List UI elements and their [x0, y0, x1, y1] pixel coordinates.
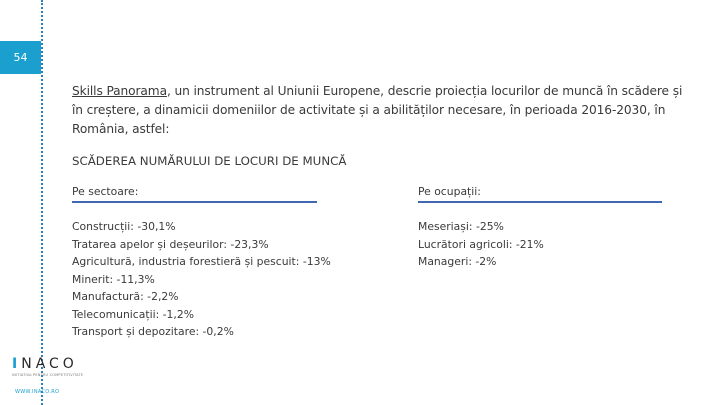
list-item: Meseriași: -25%	[418, 220, 504, 233]
dotted-vertical-divider	[41, 0, 43, 405]
sectors-column-title: Pe sectoare:	[72, 185, 139, 198]
list-item: Minerit: -11,3%	[72, 272, 155, 286]
occupations-underline	[418, 201, 662, 203]
website-link[interactable]: WWW.INACO.RO	[15, 389, 60, 395]
sectors-list: Construcții: -30,1% Tratarea apelor și d…	[72, 218, 331, 341]
intro-paragraph: Skills Panorama, un instrument al Uniuni…	[72, 82, 684, 139]
list-item: Construcții: -30,1%	[72, 220, 176, 233]
logo-letters: NACO	[21, 356, 78, 372]
logo-wordmark: I NACO	[12, 356, 74, 372]
list-item: Transport și depozitare: -0,2%	[72, 325, 234, 338]
list-item: Manageri: -2%	[418, 255, 497, 268]
sectors-underline	[72, 201, 317, 203]
page-number-badge: 54	[0, 41, 41, 74]
intro-text: , un instrument al Uniunii Europene, des…	[72, 84, 683, 136]
list-item: Manufactură: -2,2%	[72, 290, 179, 303]
list-item: Tratarea apelor și deșeurilor: -23,3%	[72, 237, 269, 251]
logo-tagline: INITIATIVA PENTRU COMPETITIVITATE	[12, 373, 84, 377]
logo-letter-i: I	[12, 356, 22, 372]
list-item: Agricultură, industria forestieră și pes…	[72, 255, 331, 268]
occupations-list: Meseriași: -25% Lucrători agricoli: -21%…	[418, 218, 544, 271]
list-item: Telecomunicații: -1,2%	[72, 307, 194, 321]
inaco-logo: I NACO INITIATIVA PENTRU COMPETITIVITATE	[12, 356, 84, 377]
list-item: Lucrători agricoli: -21%	[418, 237, 544, 251]
skills-panorama-link[interactable]: Skills Panorama	[72, 84, 167, 98]
occupations-column-title: Pe ocupații:	[418, 185, 481, 198]
section-heading: SCĂDEREA NUMĂRULUI DE LOCURI DE MUNCĂ	[72, 154, 347, 168]
